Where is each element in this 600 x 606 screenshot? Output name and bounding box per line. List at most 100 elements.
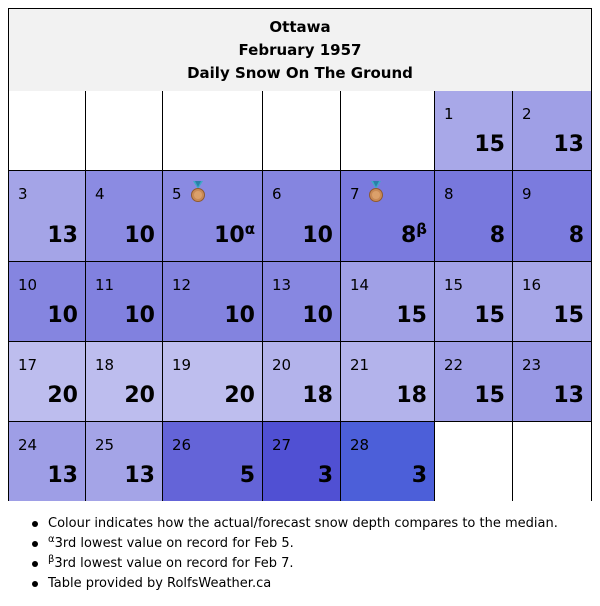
snow-depth-value: 13 <box>47 465 78 487</box>
day-number: 24 <box>18 436 38 454</box>
calendar-day-cell: 17 20 <box>9 342 86 422</box>
snow-depth-value: 18 <box>396 385 427 407</box>
day-number: 23 <box>522 356 542 374</box>
day-number: 21 <box>350 356 370 374</box>
calendar-day-cell: 3 13 <box>9 171 86 262</box>
day-number: 9 <box>522 185 532 203</box>
day-number: 2 <box>522 105 532 123</box>
calendar-day-cell: 12 10 <box>163 262 263 342</box>
day-number: 16 <box>522 276 542 294</box>
calendar-day-cell: 4 10 <box>86 171 163 262</box>
day-number: 3 <box>18 185 28 203</box>
calendar-day-cell: 22 15 <box>435 342 513 422</box>
calendar-day-cell: 10 10 <box>9 262 86 342</box>
day-number: 18 <box>95 356 115 374</box>
snow-depth-value: 15 <box>553 305 584 327</box>
calendar-day-cell: 14 15 <box>341 262 435 342</box>
snow-depth-value: 15 <box>474 385 505 407</box>
day-number: 26 <box>172 436 192 454</box>
snow-depth-number: 5 <box>239 463 255 488</box>
snow-depth-value: 15 <box>474 305 505 327</box>
calendar-day-cell: 15 15 <box>435 262 513 342</box>
footnote-beta-mark: β <box>48 554 55 565</box>
empty-day-cell <box>513 422 591 501</box>
day-number: 12 <box>172 276 192 294</box>
calendar-day-cell: 24 13 <box>9 422 86 501</box>
snow-depth-value: 10 <box>124 305 155 327</box>
bullet-icon <box>32 561 38 567</box>
day-number: 1 <box>444 105 454 123</box>
footnote-colour: Colour indicates how the actual/forecast… <box>30 514 558 534</box>
footnote-alpha-mark: α <box>48 534 55 545</box>
calendar-day-cell: 26 5 <box>163 422 263 501</box>
snow-depth-value: 5 <box>240 465 255 487</box>
snow-depth-value: 10 <box>47 305 78 327</box>
day-number: 19 <box>172 356 192 374</box>
footnote-marker: α <box>244 220 255 238</box>
calendar-day-cell: 7 8β <box>341 171 435 262</box>
snow-depth-number: 20 <box>224 383 255 408</box>
calendar-day-cell: 23 13 <box>513 342 591 422</box>
day-number: 8 <box>444 185 454 203</box>
snow-depth-number: 3 <box>317 463 333 488</box>
snow-depth-value: 10 <box>302 225 333 247</box>
snow-depth-number: 20 <box>47 383 78 408</box>
footnote-alpha: α3rd lowest value on record for Feb 5. <box>30 534 558 554</box>
day-number: 10 <box>18 276 38 294</box>
day-number: 11 <box>95 276 115 294</box>
snow-depth-number: 15 <box>474 383 505 408</box>
snow-depth-value: 8 <box>490 225 505 247</box>
snow-depth-number: 10 <box>302 223 333 248</box>
bullet-icon <box>32 521 38 527</box>
snow-depth-value: 8 <box>569 225 584 247</box>
calendar-day-cell: 6 10 <box>263 171 341 262</box>
snow-depth-number: 13 <box>47 223 78 248</box>
calendar-day-cell: 19 20 <box>163 342 263 422</box>
snow-depth-value: 20 <box>47 385 78 407</box>
snow-depth-number: 8 <box>568 223 584 248</box>
snow-calendar: Ottawa February 1957 Daily Snow On The G… <box>8 8 592 501</box>
day-number: 13 <box>272 276 292 294</box>
city-title: Ottawa <box>269 18 331 36</box>
footnote-marker: β <box>416 220 427 238</box>
calendar-day-cell: 13 10 <box>263 262 341 342</box>
snow-depth-number: 10 <box>214 223 245 248</box>
snow-depth-number: 18 <box>396 383 427 408</box>
snow-depth-value: 15 <box>396 305 427 327</box>
calendar-day-cell: 21 18 <box>341 342 435 422</box>
calendar-day-cell: 2 13 <box>513 91 591 171</box>
day-number: 25 <box>95 436 115 454</box>
empty-day-cell <box>163 91 263 171</box>
day-number: 4 <box>95 185 105 203</box>
snow-depth-number: 13 <box>553 383 584 408</box>
day-number: 27 <box>272 436 292 454</box>
day-number: 17 <box>18 356 38 374</box>
snow-depth-value: 10α <box>214 222 255 248</box>
snow-depth-number: 10 <box>124 223 155 248</box>
snow-depth-value: 15 <box>474 134 505 156</box>
snow-depth-value: 10 <box>224 305 255 327</box>
snow-depth-number: 15 <box>553 303 584 328</box>
snow-depth-value: 18 <box>302 385 333 407</box>
snow-depth-number: 15 <box>474 132 505 157</box>
snow-depth-number: 10 <box>302 303 333 328</box>
snow-depth-number: 13 <box>553 132 584 157</box>
month-title: February 1957 <box>238 41 362 59</box>
day-number: 20 <box>272 356 292 374</box>
calendar-header: Ottawa February 1957 Daily Snow On The G… <box>9 9 591 92</box>
bronze-medal-icon <box>369 181 383 202</box>
snow-depth-value: 13 <box>124 465 155 487</box>
snow-depth-number: 8 <box>400 223 417 248</box>
empty-day-cell <box>86 91 163 171</box>
snow-depth-number: 3 <box>411 463 427 488</box>
calendar-day-cell: 25 13 <box>86 422 163 501</box>
snow-depth-value: 20 <box>224 385 255 407</box>
bullet-icon <box>32 541 38 547</box>
snow-depth-value: 3 <box>318 465 333 487</box>
calendar-day-cell: 27 3 <box>263 422 341 501</box>
snow-depth-value: 20 <box>124 385 155 407</box>
snow-depth-value: 3 <box>412 465 427 487</box>
empty-day-cell <box>435 422 513 501</box>
snow-depth-value: 13 <box>47 225 78 247</box>
